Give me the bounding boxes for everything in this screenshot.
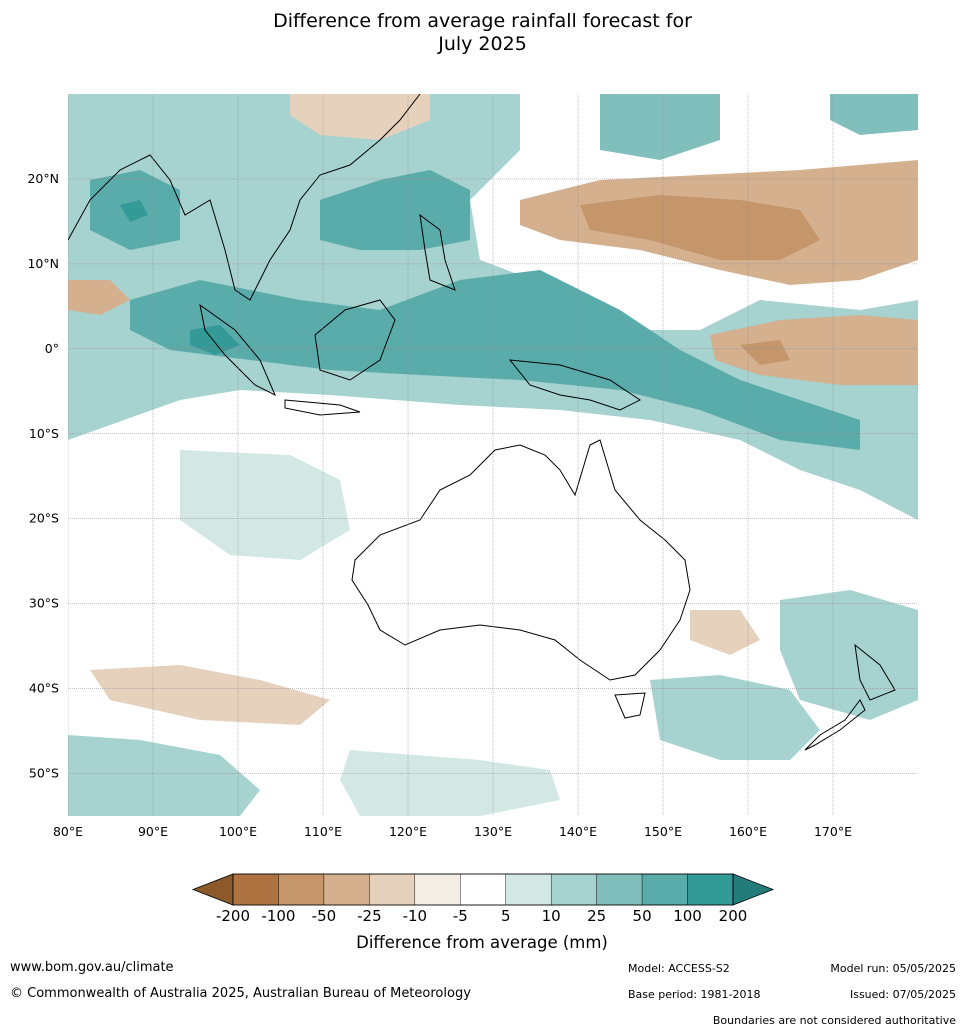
dry-tasman	[690, 610, 760, 655]
sumatra-outline	[199, 303, 276, 397]
lat-label: 30°S	[29, 596, 59, 611]
lon-label: 100°E	[219, 824, 257, 839]
footer-model-run: Model run: 05/05/2025	[830, 962, 956, 975]
footer-model: Model: ACCESS-S2	[628, 962, 730, 975]
australia-outline	[351, 439, 691, 681]
footer-website[interactable]: www.bom.gov.au/climate	[10, 960, 174, 975]
longitude-labels: 80°E 90°E 100°E 110°E 120°E 130°E 140°E 150°E 16…	[53, 824, 852, 839]
lat-label: 10°N	[27, 256, 59, 271]
wet-southern-ocean-2	[340, 750, 560, 816]
footer-disclaimer: Boundaries are not considered authoritat…	[712, 1014, 956, 1027]
wet-south-indian	[180, 450, 350, 560]
borneo-outline	[314, 299, 396, 381]
lat-label: 20°S	[29, 511, 59, 526]
wet-sw-pacific	[780, 590, 918, 720]
asia-coast-outline	[68, 94, 421, 301]
wet-peak-indian	[190, 325, 240, 355]
footer-issued: Issued: 07/05/2025	[849, 988, 956, 1001]
latitude-labels: 20°N 10°N 0° 10°S 20°S 30°S 40°S 50°S	[27, 171, 59, 781]
lon-label: 120°E	[389, 824, 427, 839]
dry-core-pacific	[580, 195, 820, 260]
lat-label: 10°S	[29, 426, 59, 441]
map-title: Difference from average rainfall forecas…	[0, 10, 965, 56]
wet-core-scs	[320, 170, 470, 250]
lat-label: 50°S	[29, 766, 59, 781]
wet-peak-bay	[120, 200, 148, 222]
dry-core-equatorial	[740, 340, 790, 365]
new-guinea-outline	[508, 359, 641, 411]
title-line-2: July 2025	[438, 33, 527, 55]
dry-south-indian	[90, 665, 330, 725]
wet-tasman	[650, 675, 820, 760]
wet-southern-ocean	[68, 735, 260, 816]
lat-label: 40°S	[29, 681, 59, 696]
footer-base-period: Base period: 1981-2018	[628, 988, 761, 1001]
dry-china	[290, 94, 430, 140]
lon-label: 150°E	[644, 824, 682, 839]
wet-north-ne	[600, 94, 720, 160]
java-outline	[284, 399, 361, 416]
wet-north-far-ne	[830, 94, 918, 135]
lon-label: 80°E	[53, 824, 83, 839]
lon-label: 90°E	[138, 824, 168, 839]
dry-band-equatorial	[710, 315, 918, 385]
philippines-outline	[419, 213, 456, 291]
wet-core-maritime	[130, 270, 860, 450]
lon-label: 130°E	[474, 824, 512, 839]
title-line-1: Difference from average rainfall forecas…	[273, 10, 692, 32]
lat-label: 0°	[45, 341, 59, 356]
new-zealand-outline	[804, 643, 896, 751]
footer-copyright: © Commonwealth of Australia 2025, Austra…	[10, 986, 471, 1001]
map-graticule	[68, 94, 918, 816]
lon-label: 110°E	[304, 824, 342, 839]
lon-label: 140°E	[559, 824, 597, 839]
lon-label: 160°E	[729, 824, 767, 839]
map-fields	[68, 94, 918, 816]
lon-label: 170°E	[814, 824, 852, 839]
tasmania-outline	[614, 692, 646, 719]
dry-west-indian	[68, 280, 130, 315]
lat-label: 20°N	[27, 171, 59, 186]
